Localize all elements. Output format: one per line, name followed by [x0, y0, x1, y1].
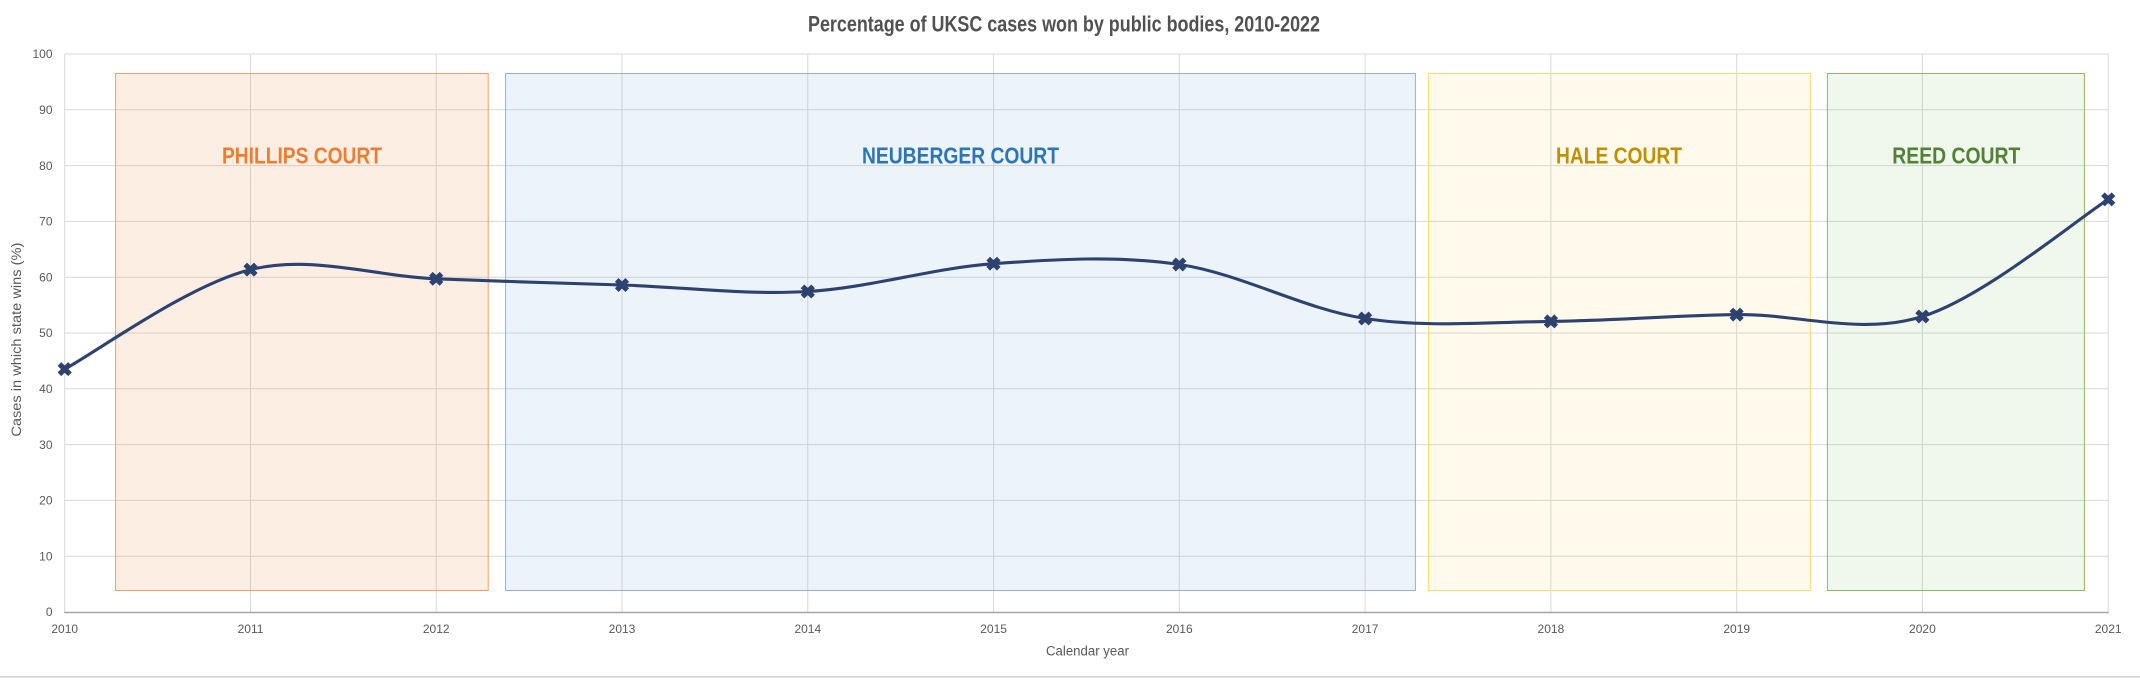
- svg-text:10: 10: [39, 549, 53, 563]
- svg-text:20: 20: [39, 494, 53, 508]
- svg-text:40: 40: [39, 382, 53, 396]
- svg-text:2017: 2017: [1352, 622, 1379, 636]
- svg-text:2010: 2010: [51, 622, 78, 636]
- svg-text:2015: 2015: [980, 622, 1007, 636]
- svg-text:2014: 2014: [794, 622, 821, 636]
- svg-text:Cases in which state wins (%): Cases in which state wins (%): [9, 243, 24, 437]
- svg-text:2013: 2013: [609, 622, 636, 636]
- svg-text:2011: 2011: [238, 622, 264, 636]
- svg-text:2021: 2021: [2095, 622, 2122, 636]
- svg-text:2020: 2020: [1909, 622, 1936, 636]
- svg-text:Percentage of UKSC cases won b: Percentage of UKSC cases won by public b…: [808, 12, 1320, 37]
- svg-text:50: 50: [39, 326, 53, 340]
- svg-text:HALE COURT: HALE COURT: [1556, 142, 1682, 168]
- svg-text:70: 70: [39, 215, 53, 229]
- svg-text:PHILLIPS COURT: PHILLIPS COURT: [222, 142, 382, 168]
- svg-text:100: 100: [32, 47, 52, 61]
- svg-text:80: 80: [39, 159, 53, 173]
- svg-text:2016: 2016: [1166, 622, 1193, 636]
- svg-text:2018: 2018: [1538, 622, 1565, 636]
- svg-text:30: 30: [39, 438, 53, 452]
- svg-text:60: 60: [39, 270, 53, 284]
- svg-text:NEUBERGER COURT: NEUBERGER COURT: [862, 142, 1059, 168]
- svg-text:REED COURT: REED COURT: [1892, 142, 2020, 168]
- svg-text:90: 90: [39, 103, 53, 117]
- svg-text:Calendar year: Calendar year: [1046, 644, 1129, 659]
- svg-text:2019: 2019: [1723, 622, 1750, 636]
- svg-text:0: 0: [46, 605, 53, 619]
- svg-text:2012: 2012: [423, 622, 450, 636]
